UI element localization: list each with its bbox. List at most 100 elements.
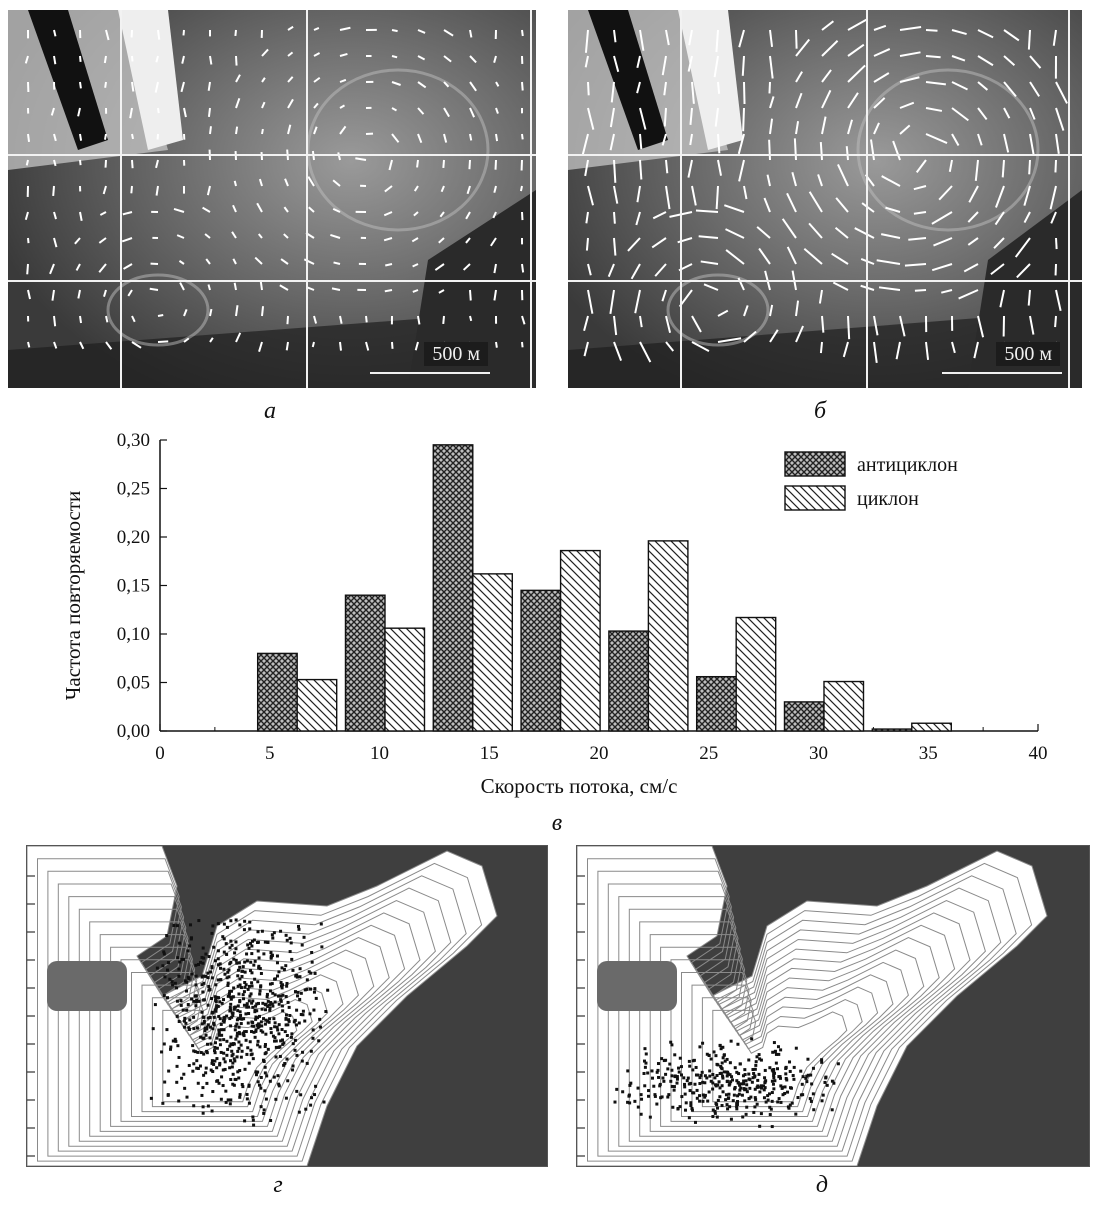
eddy-center-point [759, 1086, 763, 1090]
eddy-center-point [711, 1115, 715, 1119]
depth-contour [712, 1009, 848, 1103]
eddy-center-point [252, 963, 256, 967]
flow-vector [738, 29, 745, 48]
eddy-center-point [250, 944, 254, 948]
flow-vector [313, 26, 320, 31]
eddy-center-point [280, 966, 284, 970]
flow-vector [181, 55, 185, 64]
flow-vector [636, 55, 641, 69]
flow-vector [183, 309, 188, 317]
eddy-center-point [753, 1075, 757, 1079]
flow-vector [698, 235, 719, 239]
flow-vector [1023, 211, 1031, 224]
flow-vector [613, 185, 619, 204]
flow-vector [873, 24, 887, 31]
eddy-center-point [214, 998, 218, 1002]
eddy-center-point [224, 942, 228, 946]
eddy-center-point [231, 1061, 235, 1065]
flow-vector [105, 315, 109, 323]
flow-vector [973, 341, 979, 359]
eddy-center-point [725, 1057, 729, 1061]
legend-label: антициклон [857, 454, 958, 476]
flow-vector [584, 29, 589, 53]
eddy-center-point [791, 1074, 795, 1078]
eddy-center-point [666, 1067, 670, 1071]
eddy-center-point [256, 1039, 260, 1043]
eddy-center-point [247, 999, 251, 1003]
eddy-center-point [247, 946, 251, 950]
flow-vector [280, 258, 289, 265]
eddy-center-point [274, 1097, 278, 1101]
eddy-center-point [727, 1092, 731, 1096]
flow-vector [737, 133, 745, 155]
eddy-center-point [246, 943, 250, 947]
eddy-center-point [238, 983, 242, 987]
eddy-center-point [227, 991, 231, 995]
eddy-center-point [749, 1095, 753, 1099]
eddy-center-point [268, 1079, 272, 1083]
eddy-center-point [233, 1059, 237, 1063]
flow-vector [261, 48, 269, 57]
eddy-center-point [212, 1062, 216, 1066]
eddy-center-point [299, 1012, 303, 1016]
eddy-center-point [287, 1019, 291, 1023]
eddy-center-point [711, 1087, 715, 1091]
flow-vector [462, 263, 471, 271]
flow-vector [339, 341, 342, 351]
eddy-center-point [763, 1068, 767, 1072]
flow-vector [313, 52, 321, 57]
eddy-center-point [255, 1009, 259, 1013]
flow-vector [521, 315, 526, 325]
flow-vector [899, 124, 911, 135]
eddy-center-point [282, 967, 286, 971]
eddy-center-point [662, 1079, 666, 1083]
eddy-center-point [172, 923, 176, 927]
eddy-center-point [310, 951, 314, 955]
x-tick-label: 30 [809, 743, 828, 764]
flow-vector [881, 175, 901, 187]
eddy-center-point [212, 1023, 216, 1027]
eddy-center-point [216, 963, 220, 967]
eddy-center-point [202, 956, 206, 960]
flow-vector [968, 185, 979, 203]
eddy-center-point [260, 929, 264, 933]
eddy-center-point [237, 1076, 241, 1080]
flow-vector [256, 202, 263, 213]
island [597, 961, 677, 1011]
flow-vector [287, 51, 294, 57]
eddy-center-point [711, 1108, 715, 1112]
eddy-center-point [705, 1076, 709, 1080]
eddy-center-point [239, 1022, 243, 1026]
flow-vector [131, 341, 142, 349]
eddy-center-point [227, 968, 231, 972]
flow-vector [52, 185, 55, 197]
flow-vector [583, 341, 589, 357]
flow-vector [613, 159, 617, 183]
flow-vector [104, 81, 107, 88]
flow-vector [209, 126, 212, 135]
flow-vector [209, 55, 213, 65]
eddy-center-point [265, 992, 269, 996]
eddy-center-point [196, 1081, 200, 1085]
flow-vector [257, 233, 263, 239]
eddy-center-point [285, 981, 289, 985]
eddy-center-point [644, 1052, 648, 1056]
eddy-center-point [192, 999, 196, 1003]
flow-vector [873, 72, 890, 83]
eddy-center-point [824, 1075, 828, 1079]
eddy-center-point [268, 1008, 272, 1012]
eddy-center-point [251, 1005, 255, 1009]
eddy-center-point [267, 1020, 271, 1024]
eddy-center-point [253, 959, 257, 963]
eddy-center-point [314, 996, 318, 1000]
eddy-center-point [779, 1048, 783, 1052]
eddy-center-point [236, 1004, 240, 1008]
eddy-center-point [670, 1043, 674, 1047]
flow-vector [27, 341, 31, 348]
eddy-center-point [643, 1047, 647, 1051]
eddy-center-point [277, 970, 281, 974]
eddy-center-point [642, 1059, 646, 1063]
flow-vector [417, 107, 425, 115]
eddy-center-point [192, 1015, 196, 1019]
flow-vector [391, 81, 401, 86]
